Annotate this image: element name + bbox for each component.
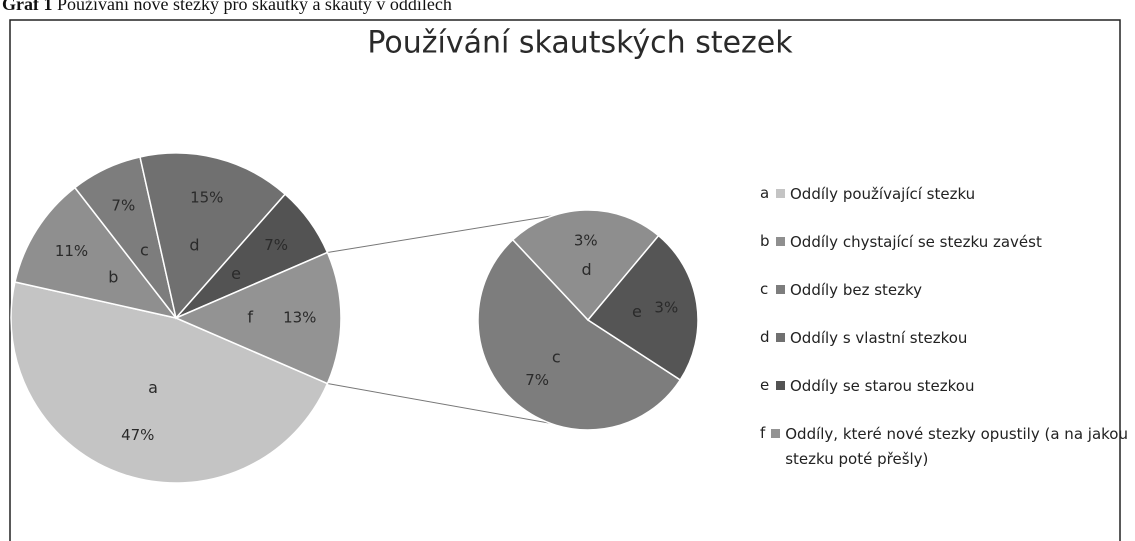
slice-letter: f <box>247 308 253 327</box>
legend-label: Oddíly s vlastní stezkou <box>790 329 968 347</box>
legend-item: a Oddíly používající stezku <box>760 182 1130 230</box>
data-label: 3% <box>654 299 678 317</box>
legend-label: Oddíly se starou stezkou <box>790 377 975 395</box>
chart-title: Používání skautských stezek <box>367 26 793 61</box>
connector <box>327 383 589 431</box>
legend-swatch <box>776 333 785 342</box>
data-label: 47% <box>121 426 154 444</box>
pie-slice <box>139 152 287 320</box>
legend-item: b Oddíly chystající se stezku zavést <box>760 230 1130 278</box>
pie-slice <box>174 251 342 385</box>
legend-item: f Oddíly, které nové stezky opustily (a n… <box>760 422 1130 470</box>
legend-swatch <box>771 429 781 438</box>
pie-slice <box>477 238 682 431</box>
frame <box>9 19 1121 541</box>
data-label: 7% <box>525 371 549 389</box>
legend-letter: c <box>760 280 769 298</box>
pie-slice <box>14 186 178 320</box>
slice-letter: c <box>552 347 561 366</box>
slice-letter: c <box>140 240 149 259</box>
slice-letter: b <box>108 268 118 287</box>
data-label: 15% <box>190 189 223 207</box>
legend-label: Oddíly bez stezky <box>790 281 923 299</box>
legend-letter: f <box>760 424 766 442</box>
data-label: 3% <box>574 231 598 249</box>
legend-letter: e <box>760 376 770 394</box>
legend-swatch <box>776 381 785 390</box>
data-label: 11% <box>55 242 88 260</box>
slice-letter: d <box>189 236 199 255</box>
pie-slice <box>586 234 699 381</box>
slice-letter: d <box>582 260 592 279</box>
pie-slice <box>511 209 660 322</box>
legend: a Oddíly používající stezku b Oddíly chysta… <box>760 182 1130 470</box>
legend-item: d Oddíly s vlastní stezkou <box>760 326 1130 374</box>
legend-swatch <box>776 285 785 294</box>
caption-label: Graf 1 <box>2 0 53 14</box>
pie-slice <box>10 281 329 484</box>
caption-text: Používání nové stezky pro skautky a skau… <box>56 0 452 14</box>
legend-swatch <box>776 189 785 198</box>
legend-letter: a <box>760 184 770 202</box>
legend-letter: b <box>760 232 770 250</box>
legend-label: Oddíly používající stezku <box>790 185 976 203</box>
legend-swatch <box>776 237 785 246</box>
legend-item: e Oddíly se starou stezkou <box>760 374 1130 422</box>
legend-label: Oddíly chystající se stezku zavést <box>790 233 1042 251</box>
caption: Graf 1 Používání nové stezky pro skautky… <box>2 0 452 15</box>
legend-letter: d <box>760 328 770 346</box>
slice-letter: a <box>148 378 158 397</box>
legend-label: Oddíly, které nové stezky opustily (a na… <box>785 425 1128 468</box>
data-label: 13% <box>283 309 316 327</box>
slice-letter: e <box>632 302 642 321</box>
connector <box>327 209 589 253</box>
legend-item: c Oddíly bez stezky <box>760 278 1130 326</box>
slice-letter: e <box>231 264 241 283</box>
data-label: 7% <box>264 236 288 254</box>
data-label: 7% <box>111 197 135 215</box>
